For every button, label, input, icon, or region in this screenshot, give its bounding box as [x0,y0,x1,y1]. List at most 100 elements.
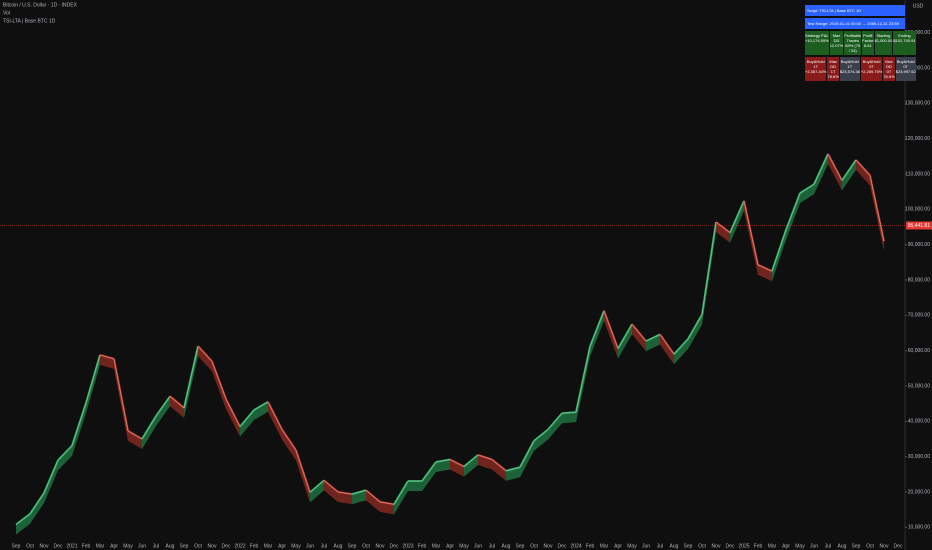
table-cell: Buy&Hold 0T +2,289.75% [860,57,883,81]
table-cell: Profitable Trades 89% (75 / 33) [844,31,862,55]
x-tick-label: May [291,543,301,549]
cell-value: $1,000.00 [874,38,893,43]
y-tick-label: 50,000.00 [908,383,930,389]
y-tick-label: 60,000.00 [908,348,930,354]
x-tick-label: Oct [698,543,706,549]
table-cell: Buy&Hold 0T $23,997.52 [895,57,916,81]
cell-label: Max DD 1T [829,59,837,74]
x-tick-label: Apr [446,543,454,549]
y-tick-label: 30,000.00 [908,454,930,460]
table-cell: Max DD 0T 76.6% [883,57,895,81]
table-cell: Max DD 1T 76.6% [827,57,839,81]
band [198,346,212,372]
cell-label: Buy&Hold 0T [896,59,915,69]
x-tick-label: Dec [558,543,567,549]
x-tick-label: Aug [334,543,343,549]
x-tick-label: Nov [40,543,49,549]
x-tick-label: Sep [348,543,357,549]
x-tick-label: 2024 [570,543,581,549]
cell-value: +2,289.75% [860,69,883,74]
x-tick-label: Feb [250,543,259,549]
x-tick-label: Mar [264,543,273,549]
band [464,454,478,477]
table-cell: Buy&Hold 1T $23,574.38 [839,57,860,81]
band [688,314,702,350]
strategy-row: Strategy P&L +10,174.59% Max DD 12.07% Profi… [805,31,916,55]
x-tick-label: Jul [489,543,495,549]
x-tick-label: Mar [600,543,609,549]
y-tick-label: 70,000.00 [908,313,930,319]
band [660,334,674,365]
x-tick-label: Mar [96,543,105,549]
x-tick-label: Aug [670,543,679,549]
band [758,264,772,282]
table-cell: Buy&Hold 1T +2,357.44% [805,57,827,81]
x-tick-label: 2023 [402,543,413,549]
cell-label: Max DD [832,33,841,43]
table-cell: Max DD 12.07% [829,31,844,55]
y-tick-label: 150,000.00 [905,30,930,36]
band [226,399,240,437]
x-tick-label: Feb [754,543,763,549]
y-tick-label: 80,000.00 [908,277,930,283]
cell-value: 12.07% [829,43,844,48]
x-tick-label: Dec [894,543,903,549]
band [646,334,660,352]
y-tick-label: 140,000.00 [905,65,930,71]
script-row: Script: TSI-LTA | Base BTC 1D [805,5,905,16]
band [716,222,730,243]
cell-value: +10,174.59% [805,38,829,43]
cell-label: Strategy P&L [805,33,829,38]
band [856,159,870,186]
band [730,200,744,243]
x-tick-label: Jun [474,543,482,549]
x-tick-label: May [627,543,637,549]
x-tick-label: Sep [684,543,693,549]
x-tick-label: Apr [278,543,286,549]
x-tick-label: Jul [825,543,831,549]
x-tick-label: Jul [321,543,327,549]
band [30,493,44,524]
band [520,440,534,478]
x-tick-label: May [795,543,805,549]
x-tick-label: Jul [657,543,663,549]
x-tick-label: Oct [866,543,874,549]
range-row: Test Range: 2019-01-01 00:00 → 2069-12-3… [805,18,905,29]
band [310,480,324,503]
subtitle: Vol [3,10,10,16]
table-cell: Ending $102,745.91 [893,31,916,55]
band [828,153,842,191]
series-name: TSI-LTA | Base BTC 1D [3,18,56,24]
x-tick-label: Nov [880,543,889,549]
y-tick-label: 120,000.00 [905,136,930,142]
band [548,413,562,440]
x-tick-label: Nov [712,543,721,549]
x-tick-label: Feb [418,543,427,549]
x-tick-label: Dec [726,543,735,549]
band [492,459,506,481]
cell-value: $23,574.38 [839,69,860,74]
x-tick-label: Oct [194,543,202,549]
cell-label: Buy&Hold 1T [840,59,859,69]
info-table: Script: TSI-LTA | Base BTC 1D Test Range… [805,5,916,83]
band [254,401,268,421]
band [16,513,30,535]
y-tick-label: 90,000.00 [908,242,930,248]
band [674,339,688,365]
x-tick-label: Feb [82,543,91,549]
hold-row: Buy&Hold 1T +2,357.44% Max DD 1T 76.6% Buy&H… [805,57,916,81]
x-tick-label: Jun [810,543,818,549]
chart-title: Bitcoin / U.S. Dollar · 1D · INDEX [3,2,78,8]
x-tick-label: Nov [544,543,553,549]
x-tick-label: 2025 [738,543,749,549]
x-tick-label: Oct [530,543,538,549]
x-tick-label: 2021 [66,543,77,549]
x-tick-label: Apr [782,543,790,549]
cell-label: Profitable Trades [844,33,862,43]
x-tick-label: Mar [768,543,777,549]
table-cell: Profit Factor 8.61 [862,31,874,55]
x-tick-label: Sep [516,543,525,549]
band [422,461,436,492]
band [240,410,254,437]
